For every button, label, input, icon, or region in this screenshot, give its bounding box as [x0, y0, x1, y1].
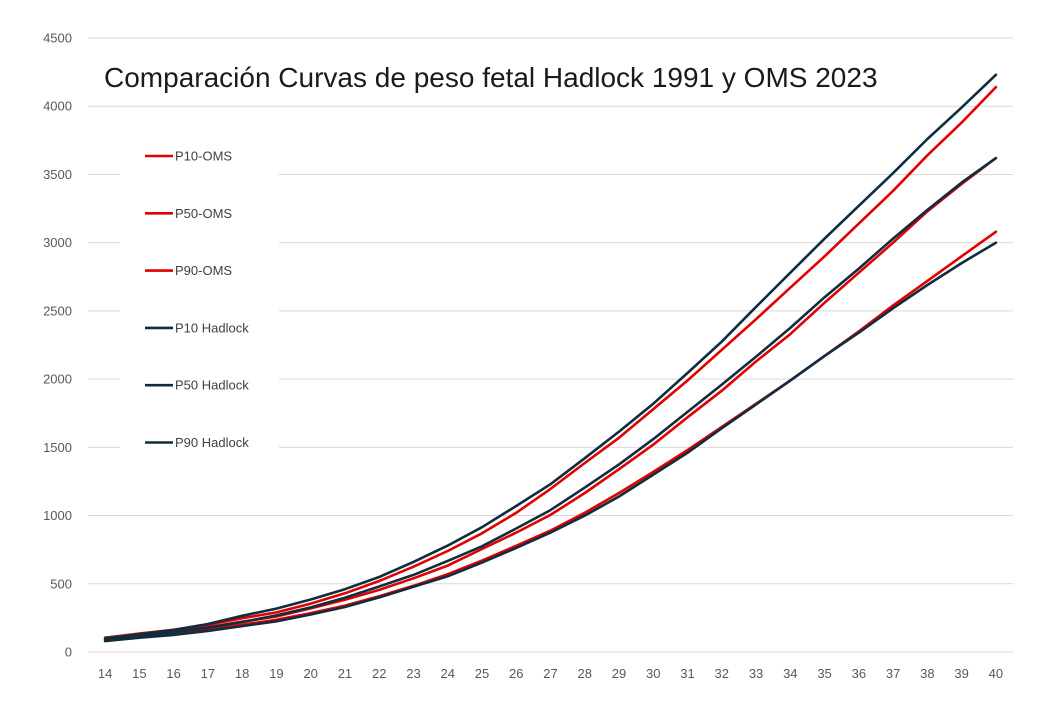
- x-tick-label: 18: [235, 666, 249, 681]
- series-line-p90-oms: [103, 85, 998, 640]
- x-tick-label: 16: [166, 666, 180, 681]
- y-tick-label: 2500: [43, 303, 72, 318]
- x-tick-label: 15: [132, 666, 146, 681]
- legend: P10-OMS P50-OMS P90-OMS P10 Hadlock P50 Hadl…: [120, 126, 279, 469]
- x-tick-label: 26: [509, 666, 523, 681]
- y-tick-label: 4500: [43, 31, 72, 46]
- legend-label: P50-OMS: [175, 206, 232, 221]
- x-tick-label: 39: [954, 666, 968, 681]
- x-tick-label: 31: [680, 666, 694, 681]
- x-tick-label: 29: [612, 666, 626, 681]
- y-tick-label: 2000: [43, 372, 72, 387]
- x-tick-label: 36: [852, 666, 866, 681]
- y-tick-label: 1500: [43, 440, 72, 455]
- x-tick-label: 34: [783, 666, 797, 681]
- legend-label: P90-OMS: [175, 263, 232, 278]
- series-line-p90-hadlock: [103, 73, 998, 640]
- legend-label: P90 Hadlock: [175, 435, 249, 450]
- legend-box: [120, 126, 279, 469]
- x-tick-label: 21: [338, 666, 352, 681]
- x-tick-label: 30: [646, 666, 660, 681]
- y-tick-label: 0: [65, 645, 72, 660]
- x-tick-label: 28: [578, 666, 592, 681]
- series-line-p10-hadlock: [103, 241, 998, 643]
- x-tick-label: 24: [440, 666, 454, 681]
- y-tick-label: 3000: [43, 235, 72, 250]
- x-tick-label: 32: [715, 666, 729, 681]
- series-lines: [103, 73, 998, 643]
- legend-label: P10-OMS: [175, 149, 232, 164]
- chart-title: Comparación Curvas de peso fetal Hadlock…: [104, 62, 878, 93]
- x-tick-label: 35: [817, 666, 831, 681]
- x-tick-label: 27: [543, 666, 557, 681]
- x-tick-label: 17: [201, 666, 215, 681]
- y-tick-label: 1000: [43, 508, 72, 523]
- x-tick-label: 38: [920, 666, 934, 681]
- x-tick-label: 40: [989, 666, 1003, 681]
- x-tick-label: 37: [886, 666, 900, 681]
- y-tick-label: 4000: [43, 99, 72, 114]
- y-tick-label: 500: [50, 576, 72, 591]
- x-tick-label: 14: [98, 666, 112, 681]
- x-tick-label: 23: [406, 666, 420, 681]
- x-tick-label: 22: [372, 666, 386, 681]
- legend-label: P50 Hadlock: [175, 378, 249, 393]
- x-tick-label: 20: [303, 666, 317, 681]
- y-tick-label: 3500: [43, 167, 72, 182]
- x-tick-label: 33: [749, 666, 763, 681]
- series-line-p50-hadlock: [103, 156, 998, 641]
- x-tick-label: 25: [475, 666, 489, 681]
- y-axis-tick-labels: 0 500 1000 1500 2000 2500 3000 3500 4000 4500: [43, 31, 72, 660]
- x-axis-tick-labels: 14 15 16 17 18 19 20 21 22 23 24 25 26 27 28 29 30 31 32 33…: [98, 666, 1003, 681]
- x-tick-label: 19: [269, 666, 283, 681]
- legend-label: P10 Hadlock: [175, 320, 249, 335]
